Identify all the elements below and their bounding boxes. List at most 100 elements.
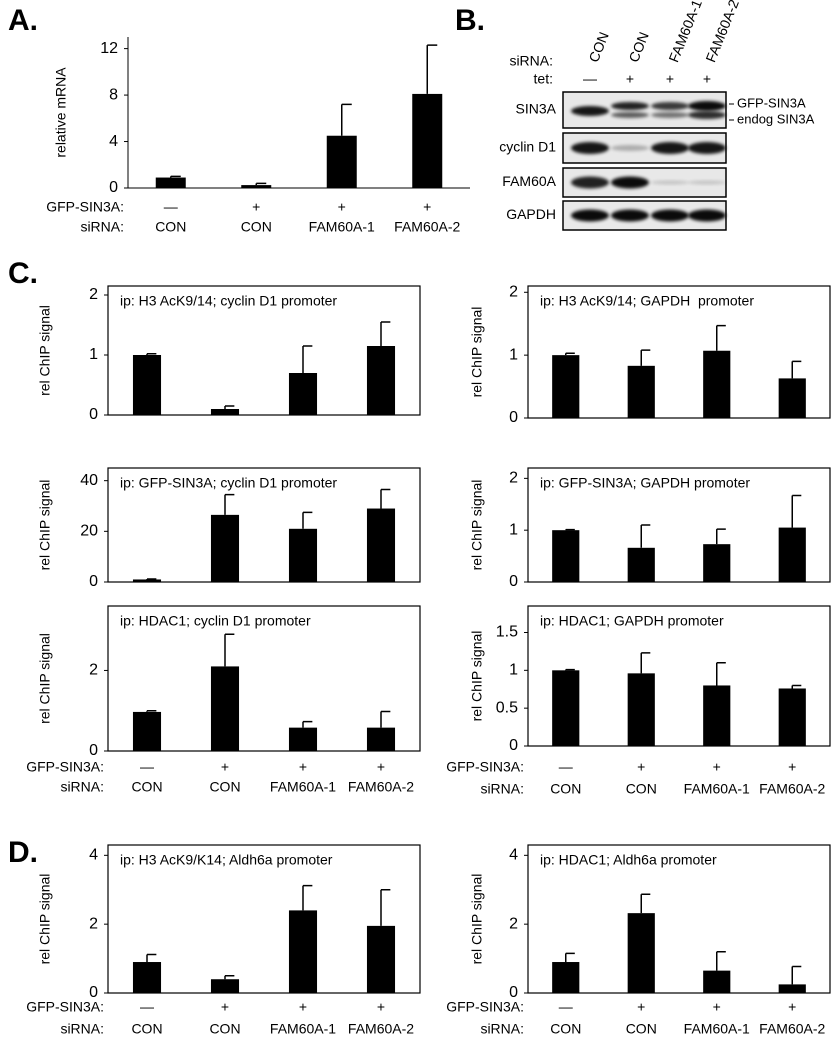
blot-tet-label: tet: [534,71,553,87]
y-tick-label: 4 [89,847,98,864]
x-row-label: siRNA: [80,219,124,235]
bar [155,177,186,188]
x-row-value: + [713,759,721,775]
bar [241,185,272,188]
chart-annotation: ip: GFP-SIN3A; cyclin D1 promoter [120,475,337,491]
y-axis-label: rel ChIP signal [469,307,485,398]
bar [703,350,731,418]
x-row-value: CON [550,1021,581,1037]
error-bar [146,709,157,712]
blot-band [688,180,726,185]
y-tick-label: 2 [509,284,518,301]
x-row-value: + [637,759,645,775]
bar [552,355,580,418]
error-bar [565,352,575,356]
band-label: GFP-SIN3A [737,95,806,110]
x-row-label: GFP-SIN3A: [446,999,524,1015]
error-bar [640,524,651,548]
y-tick-label: 0 [89,742,98,759]
error-bar [380,321,391,346]
chart-annotation: ip: GFP-SIN3A; GAPDH promoter [540,475,750,491]
bar [288,910,318,993]
x-row-value: — [140,999,154,1015]
chart-annotation: ip: H3 AcK9/K14; Aldh6a promoter [120,852,333,868]
x-row-value: CON [241,219,272,235]
x-row-value: + [299,999,307,1015]
blot-band [611,176,649,189]
chart-annotation: ip: H3 AcK9/14; GAPDH promoter [540,293,754,309]
blot-row-label: GAPDH [506,206,556,222]
x-row-value: FAM60A-2 [348,779,414,795]
y-axis-label: rel ChIP signal [37,874,53,965]
bar [132,962,162,993]
blot-row-label: cyclin D1 [499,139,556,155]
error-bar [224,493,235,515]
y-tick-label: 0 [89,984,98,1001]
x-row-value: + [252,199,260,215]
bar [627,365,655,418]
bar [132,579,162,582]
bar [627,913,655,993]
x-row-value: CON [209,1021,240,1037]
error-bar [224,405,235,409]
y-tick-label: 1 [509,662,518,679]
blot-band [571,106,609,116]
x-row-value: + [423,199,431,215]
y-tick-label: 0 [509,573,518,590]
x-row-value: CON [155,219,186,235]
x-row-label: GFP-SIN3A: [26,759,104,775]
error-bar [380,710,391,728]
y-tick-label: 0 [509,984,518,1001]
plot-frame [527,467,831,583]
error-bar [640,652,651,674]
bar [552,962,580,993]
x-row-value: + [713,999,721,1015]
y-tick-label: 20 [80,523,98,540]
x-row-value: FAM60A-1 [270,1021,336,1037]
error-bar [302,345,313,373]
error-bar [146,578,157,580]
bar [552,670,580,746]
blot-header-label: siRNA: [509,53,553,69]
y-tick-label: 2 [509,915,518,932]
blot-band [571,209,609,222]
bar [288,727,318,751]
error-bar [302,884,313,911]
bar [210,514,240,582]
bar [366,508,396,582]
error-bar [255,182,267,186]
plot-frame [107,467,421,583]
error-bar [640,893,651,914]
blot-band [688,101,726,111]
y-axis-label: rel ChIP signal [37,480,53,571]
blot-tet-value: + [666,71,674,87]
chart-annotation: ip: HDAC1; Aldh6a promoter [540,852,717,868]
plot-frame [527,844,831,994]
blot-band [611,145,649,151]
bar [288,528,318,582]
blot-band [688,142,726,154]
bar [366,925,396,993]
blot-band [688,209,726,222]
y-tick-label: 1 [89,346,98,363]
plot-frame [527,605,831,747]
bar [288,373,318,415]
y-axis-label: rel ChIP signal [469,631,485,722]
bar [703,685,731,746]
bar [778,688,806,746]
blot-band [571,176,609,189]
error-bar [791,494,802,528]
x-row-value: FAM60A-1 [270,779,336,795]
bar [778,527,806,582]
error-bar [224,633,235,667]
plot-frame [107,844,421,994]
panel-label: B. [455,4,485,37]
error-bar [716,324,726,351]
y-axis-label: rel ChIP signal [469,874,485,965]
panel-label: A. [8,4,38,37]
x-row-label: siRNA: [60,779,104,795]
y-tick-label: 4 [109,133,118,150]
error-bar [791,360,802,379]
x-row-value: — [164,199,178,215]
error-bar [716,662,726,686]
